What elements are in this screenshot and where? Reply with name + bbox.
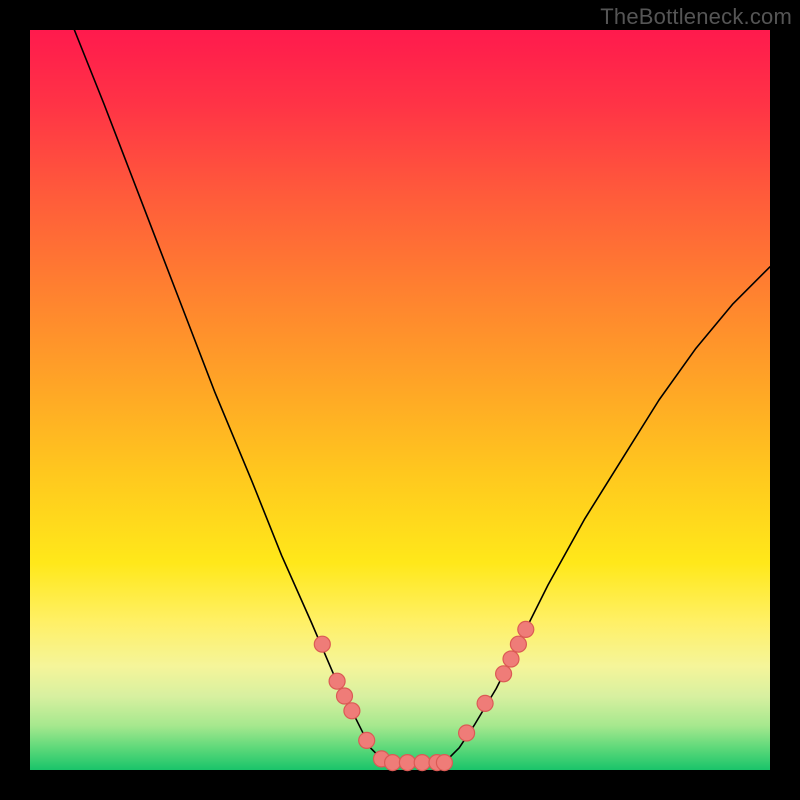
marker-point [314, 636, 330, 652]
marker-point [459, 725, 475, 741]
marker-point [518, 621, 534, 637]
marker-point [329, 673, 345, 689]
marker-point [414, 755, 430, 771]
marker-point [344, 703, 360, 719]
bottleneck-curve [74, 30, 770, 763]
marker-point [510, 636, 526, 652]
watermark-text: TheBottleneck.com [600, 4, 792, 30]
marker-point [503, 651, 519, 667]
marker-point [477, 695, 493, 711]
chart-frame: TheBottleneck.com [0, 0, 800, 800]
marker-point [385, 755, 401, 771]
marker-point [359, 732, 375, 748]
marker-point [436, 755, 452, 771]
marker-point [399, 755, 415, 771]
curve-layer [30, 30, 770, 770]
marker-group [314, 621, 534, 770]
plot-area [30, 30, 770, 770]
marker-point [496, 666, 512, 682]
marker-point [337, 688, 353, 704]
